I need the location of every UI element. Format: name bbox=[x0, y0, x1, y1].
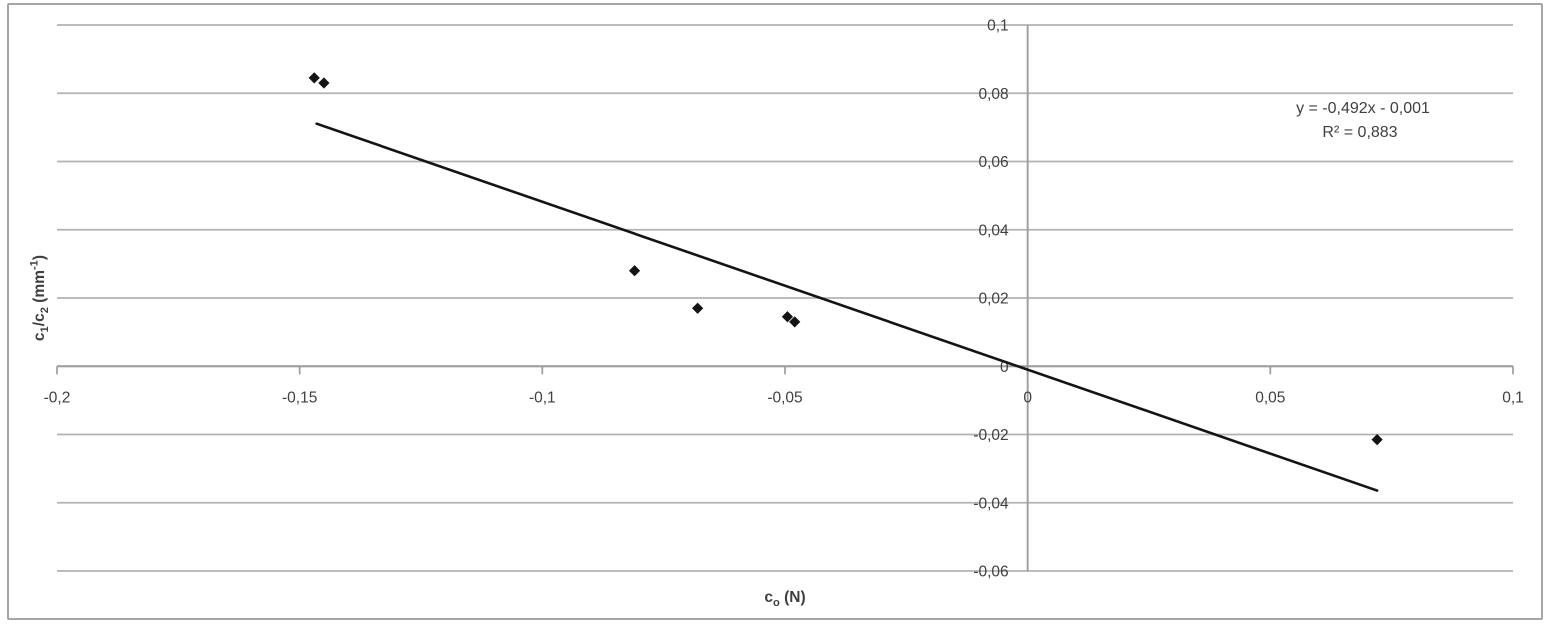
data-point-marker bbox=[692, 302, 704, 314]
y-tick-label: 0,04 bbox=[978, 222, 1009, 239]
x-axis-title: co (N) bbox=[764, 589, 805, 609]
data-points bbox=[308, 72, 1383, 446]
x-tick-label: -0,2 bbox=[44, 389, 71, 406]
y-tick-label: -0,06 bbox=[973, 564, 1008, 581]
axis-title-part: /c bbox=[31, 313, 48, 326]
y-axis-title: c1/c2 (mm-1) bbox=[29, 255, 52, 341]
gridlines bbox=[57, 24, 1513, 572]
axis-title-part: c bbox=[764, 589, 773, 606]
x-tick-label: 0,05 bbox=[1255, 389, 1285, 406]
x-tick-label: 0,1 bbox=[1502, 389, 1524, 406]
x-tick-label: 0 bbox=[1023, 389, 1032, 406]
chart-frame-border bbox=[7, 3, 1543, 620]
x-axis-tick-labels: -0,2 -0,15 -0,1 -0,05 0 0,05 0,1 bbox=[44, 389, 1524, 406]
axis-title-part: -1 bbox=[29, 260, 41, 270]
data-point-marker bbox=[789, 316, 801, 328]
data-point-marker bbox=[318, 77, 330, 89]
data-point-marker bbox=[628, 265, 641, 277]
axis-title-part: (N) bbox=[780, 589, 806, 606]
axis-title-part: 1 bbox=[39, 326, 51, 332]
trendline-equation: y = -0,492x - 0,001 bbox=[1296, 100, 1430, 117]
axis-title-part: (mm bbox=[31, 270, 48, 307]
y-axis-tick-labels: 0,1 0,08 0,06 0,04 0,02 0 -0,02 -0,04 -0,06 bbox=[973, 18, 1009, 581]
trendline-r-squared: R² = 0,883 bbox=[1322, 124, 1397, 141]
y-tick-label: 0,02 bbox=[978, 291, 1008, 308]
trendline bbox=[315, 122, 1379, 492]
y-tick-label: 0 bbox=[1000, 359, 1009, 376]
axis-title-part: ) bbox=[31, 255, 48, 260]
y-tick-label: 0,1 bbox=[987, 18, 1009, 35]
axis-title-part: 2 bbox=[39, 307, 51, 313]
axis-title-part: c bbox=[31, 332, 48, 341]
data-point-marker bbox=[1371, 434, 1383, 446]
y-tick-label: -0,04 bbox=[973, 495, 1009, 512]
axis-title-part: o bbox=[773, 597, 780, 609]
x-tick-marks bbox=[56, 366, 1514, 375]
x-tick-label: -0,05 bbox=[767, 389, 802, 406]
y-tick-label: -0,02 bbox=[973, 427, 1008, 444]
x-tick-label: -0,1 bbox=[529, 389, 556, 406]
data-point-marker bbox=[781, 311, 794, 323]
data-point-marker bbox=[308, 72, 320, 84]
trendline-group bbox=[315, 122, 1379, 492]
y-tick-label: 0,08 bbox=[978, 86, 1008, 103]
x-tick-label: -0,15 bbox=[282, 389, 317, 406]
y-tick-label: 0,06 bbox=[978, 154, 1008, 171]
